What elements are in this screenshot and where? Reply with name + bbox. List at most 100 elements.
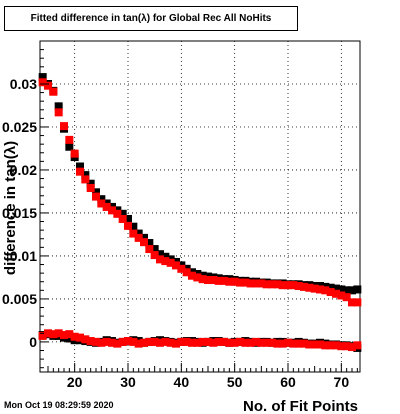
data-point: [225, 338, 234, 347]
x-tick-label: 70: [334, 374, 350, 390]
data-point: [332, 284, 340, 293]
data-point: [204, 337, 212, 346]
data-point: [65, 142, 74, 151]
data-point: [209, 276, 218, 285]
data-point: [214, 276, 223, 285]
data-point: [262, 280, 271, 289]
data-point: [220, 276, 228, 285]
data-point: [342, 342, 351, 351]
data-point: [310, 340, 319, 349]
data-point: [54, 108, 63, 117]
data-point: [118, 209, 127, 218]
data-point: [97, 338, 106, 347]
data-point: [326, 288, 335, 297]
data-point: [140, 238, 148, 247]
plot-title: Fitted difference in tan(λ) for Global R…: [4, 6, 298, 31]
data-point: [193, 273, 202, 282]
data-point: [81, 335, 90, 344]
data-point: [113, 209, 122, 218]
data-point: [113, 339, 122, 348]
data-point: [332, 289, 340, 298]
data-point: [305, 283, 314, 292]
data-point: [145, 337, 154, 346]
data-point: [166, 338, 175, 347]
data-point: [348, 298, 356, 307]
data-point: [252, 279, 260, 288]
data-point: [161, 337, 170, 346]
data-point: [209, 338, 218, 347]
y-axis-label: difference in tan(λ): [2, 141, 19, 275]
data-point: [300, 282, 308, 291]
data-point: [81, 175, 90, 184]
data-point: [134, 233, 143, 242]
x-tick-label: 60: [280, 374, 296, 390]
data-point: [166, 258, 175, 267]
data-point: [316, 285, 324, 294]
data-point: [81, 171, 90, 180]
data-point: [44, 81, 52, 90]
data-point: [342, 286, 351, 295]
data-point: [326, 283, 335, 292]
data-point: [262, 338, 271, 347]
data-point: [76, 167, 84, 176]
data-point: [342, 293, 351, 302]
data-point: [156, 255, 164, 264]
data-point: [241, 338, 250, 347]
data-point: [230, 338, 239, 347]
y-tick-label: 0.005: [2, 291, 37, 307]
data-point: [268, 338, 276, 347]
data-point: [257, 338, 266, 347]
data-point: [246, 279, 255, 288]
data-point: [321, 286, 330, 295]
data-point: [65, 334, 74, 343]
data-point: [38, 73, 47, 82]
data-point: [337, 285, 346, 294]
data-point: [44, 329, 52, 338]
data-point: [177, 264, 186, 273]
data-point: [241, 278, 250, 287]
y-tick-label: 0.015: [2, 205, 37, 221]
data-point: [76, 162, 84, 171]
data-point: [129, 222, 138, 231]
data-point: [305, 340, 314, 349]
data-point: [230, 277, 239, 286]
data-point: [220, 337, 228, 346]
data-point: [294, 339, 303, 348]
data-point: [326, 341, 335, 350]
x-tick-label: 30: [120, 374, 136, 390]
x-tick-label: 50: [227, 374, 243, 390]
data-point: [124, 221, 132, 230]
data-point: [337, 291, 346, 300]
data-point: [177, 337, 186, 346]
data-point: [310, 284, 319, 293]
data-point: [182, 268, 191, 277]
data-point: [92, 337, 100, 346]
data-point: [140, 338, 148, 347]
data-point: [316, 340, 324, 349]
data-point: [49, 330, 58, 339]
data-point: [102, 202, 111, 211]
data-point: [204, 276, 212, 285]
data-point: [76, 333, 84, 342]
data-point: [60, 331, 68, 340]
data-point: [348, 343, 356, 352]
data-point: [348, 286, 356, 295]
data-point: [273, 280, 282, 289]
data-point: [294, 282, 303, 291]
plot-frame: [39, 40, 361, 373]
data-point: [257, 279, 266, 288]
data-point: [289, 339, 298, 348]
data-point: [92, 192, 100, 201]
data-point: [145, 239, 154, 248]
data-point: [150, 337, 159, 346]
data-point: [129, 337, 138, 346]
data-point: [118, 214, 127, 223]
data-point: [188, 271, 196, 280]
data-point: [124, 214, 132, 223]
data-point: [92, 188, 100, 197]
data-point: [172, 261, 180, 270]
timestamp: Mon Oct 19 08:29:59 2020: [4, 400, 114, 410]
data-point: [321, 341, 330, 350]
data-point: [332, 341, 340, 350]
data-point: [102, 337, 111, 346]
